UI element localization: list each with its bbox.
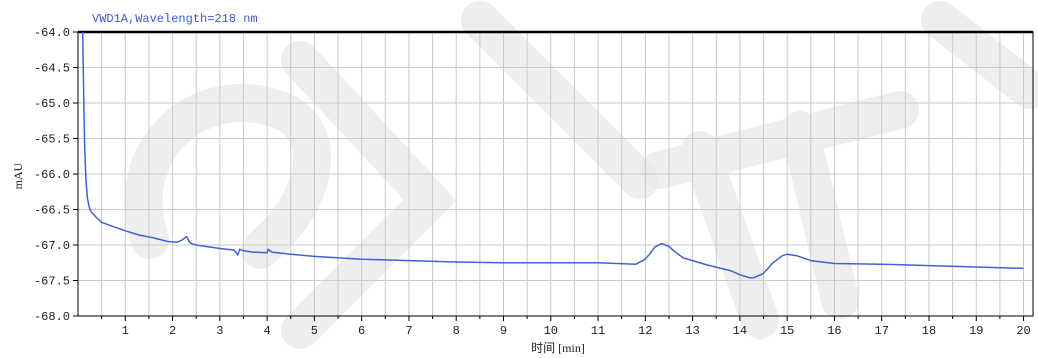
chart-title: VWD1A,Wavelength=218 nm <box>92 12 258 26</box>
series-line <box>81 31 1024 279</box>
x-tick-label: 19 <box>969 324 983 338</box>
x-tick-label: 5 <box>311 324 318 338</box>
watermark-stroke-3 <box>461 1 659 199</box>
x-tick-label: 3 <box>216 324 223 338</box>
y-tick-label: -66.5 <box>34 204 70 218</box>
x-tick-label: 20 <box>1016 324 1030 338</box>
x-tick-label: 18 <box>922 324 936 338</box>
y-tick-label: -64.5 <box>34 62 70 76</box>
x-tick-label: 14 <box>733 324 747 338</box>
x-tick-label: 12 <box>638 324 652 338</box>
x-tick-label: 15 <box>780 324 794 338</box>
y-tick-label: -65.0 <box>34 97 70 111</box>
y-tick-label: -65.5 <box>34 133 70 147</box>
x-tick-label: 9 <box>500 324 507 338</box>
x-tick-label: 10 <box>544 324 558 338</box>
series-layer <box>81 31 1024 279</box>
x-tick-label: 6 <box>358 324 365 338</box>
x-axis-title: 时间 [min] <box>531 341 585 355</box>
x-tick-label: 7 <box>405 324 412 338</box>
x-tick-label: 16 <box>827 324 841 338</box>
watermark-stroke-4 <box>641 91 919 339</box>
y-tick-label: -68.0 <box>34 310 70 324</box>
axes: -64.0 -64.5 -65.0 -65.5 -66.0 -66.5 -67.0 -67.5… <box>34 26 1034 338</box>
grid <box>78 32 1033 316</box>
x-tick-label: 17 <box>875 324 889 338</box>
x-tick-label: 2 <box>169 324 176 338</box>
y-tick-label: -66.0 <box>34 168 70 182</box>
watermark-stroke-5 <box>921 1 1038 109</box>
x-tick-label: 11 <box>591 324 605 338</box>
x-tick-label: 8 <box>453 324 460 338</box>
x-tick-label: 1 <box>122 324 129 338</box>
watermark-stroke-2 <box>281 41 457 349</box>
y-tick-label: -64.0 <box>34 26 70 40</box>
watermark-stroke-1 <box>124 84 331 269</box>
y-axis-title: mAU <box>11 162 25 189</box>
y-tick-label: -67.5 <box>34 275 70 289</box>
x-tick-label: 4 <box>264 324 271 338</box>
watermark <box>124 1 1038 349</box>
y-tick-label: -67.0 <box>34 239 70 253</box>
x-tick-label: 13 <box>685 324 699 338</box>
